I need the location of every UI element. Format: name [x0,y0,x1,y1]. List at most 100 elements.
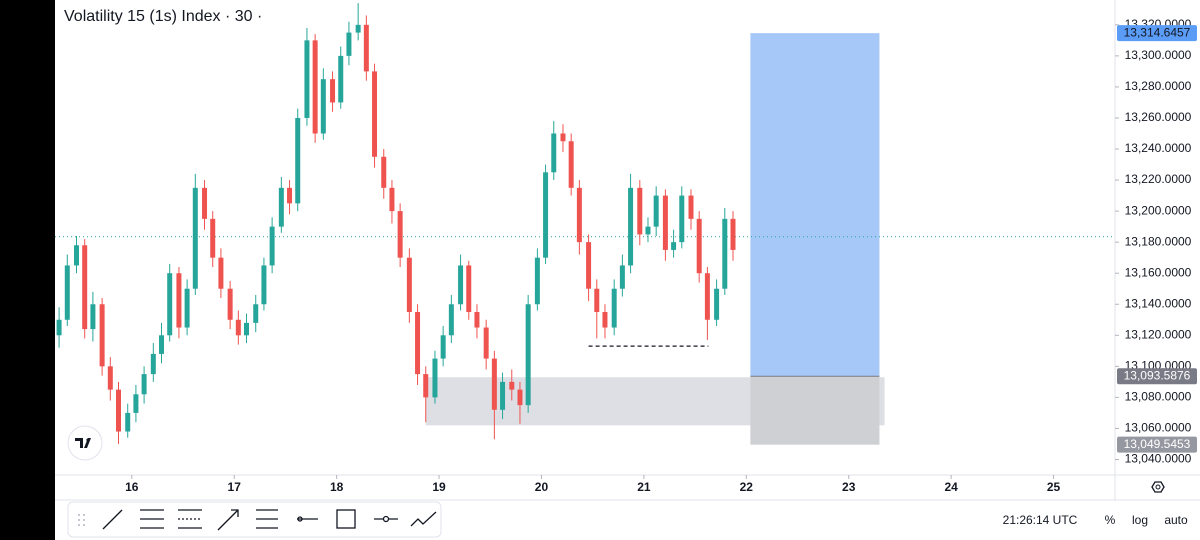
candle-body [491,358,497,410]
candle-body [312,40,318,134]
candle-body [330,79,336,103]
price-label-box [1117,25,1197,42]
candle-body [278,187,284,227]
candle-body [115,389,121,432]
parallel-channel-tool[interactable] [140,509,164,529]
candle-body [150,353,156,375]
y-tick-label: 13,200.0000 [1125,203,1192,217]
log-toggle[interactable]: log [1132,513,1148,527]
y-tick-label: 13,140.0000 [1125,296,1192,310]
arrow-tool[interactable] [217,509,239,531]
candle-body [159,335,165,354]
candle-body [253,304,259,323]
candle-body [611,288,617,328]
candle-body [107,366,113,390]
candle-body [509,381,515,390]
y-tick-label: 13,280.0000 [1125,79,1192,93]
candle-body [363,24,369,72]
candle-body [602,312,608,328]
candle-body [141,374,147,395]
candle-body [372,71,378,157]
candle-body [474,312,480,328]
candle-body [397,211,403,258]
y-tick-label: 13,260.0000 [1125,110,1192,124]
horizontal-ray-tool[interactable] [297,516,318,522]
candle-body [517,389,523,406]
candle-body [628,187,634,266]
candle-body [679,195,685,243]
candle-body [218,257,224,289]
settings-icon[interactable] [1151,481,1165,493]
candle-body [637,187,643,235]
candle-body [594,288,600,313]
candle-body [696,218,702,274]
candle-body [82,245,88,330]
candle-body [381,156,387,188]
trend-line-tool[interactable] [102,509,123,530]
price-label: 13,314.6457 [1124,25,1191,39]
candle-body [415,312,421,375]
candle-body [176,273,182,328]
y-tick-label: 13,080.0000 [1125,390,1192,404]
candle-body [235,319,241,336]
y-tick-label: 13,220.0000 [1125,172,1192,186]
candle-body [64,265,70,320]
candle-body [355,24,361,33]
left-strip [0,0,55,540]
candle-body [184,288,190,328]
candle-body [192,187,198,289]
y-tick-label: 13,300.0000 [1125,48,1192,62]
candle-body [662,195,668,250]
candle-body [466,265,472,313]
candle-body [619,265,625,289]
candle-body [730,218,736,250]
candle-body [389,187,395,212]
auto-toggle[interactable]: auto [1164,513,1188,527]
y-tick-label: 13,040.0000 [1125,452,1192,466]
x-tick-label: 16 [125,480,139,494]
settings-icon-center [1155,484,1161,490]
y-tick-label: 13,160.0000 [1125,265,1192,279]
rectangle-tool[interactable] [336,509,356,529]
percent-toggle[interactable]: % [1105,513,1116,527]
candle-body [543,172,549,258]
y-tick-label: 13,240.0000 [1125,141,1192,155]
candle-body [586,242,592,289]
pitchfork-tool[interactable] [256,509,278,529]
horizontal-line-tool[interactable] [374,515,398,523]
chart-title: Volatility 15 (1s) Index · 30 · [64,8,262,25]
candle-body [56,319,62,336]
candle-body [202,187,208,219]
candle-body [346,32,352,56]
x-tick-label: 19 [432,480,446,494]
candle-body [74,245,80,266]
y-tick-label: 13,180.0000 [1125,234,1192,248]
candle-body [287,187,293,204]
candle-body [244,322,250,336]
x-tick-label: 20 [535,480,549,494]
x-tick-label: 18 [330,480,344,494]
candle-body [440,335,446,359]
price-label-box [1117,436,1197,453]
candle-body [261,265,267,305]
candle-body [406,257,412,313]
long-position-loss [750,376,880,445]
candle-body [525,304,531,406]
x-tick-label: 17 [228,480,242,494]
candle-body [99,304,105,367]
candle-body [722,218,728,289]
fib-tool[interactable] [178,509,202,529]
x-tick-label: 21 [637,480,651,494]
candle-body [645,226,651,235]
candle-body [568,141,574,188]
path-tool[interactable] [410,511,437,527]
plot [55,3,1115,445]
candle-body [269,226,275,266]
candle-body [227,288,233,320]
candle-body [576,187,582,243]
candle-body [295,117,301,204]
candle-body [560,133,566,142]
x-tick-label: 24 [944,480,958,494]
candle-body [125,412,131,432]
